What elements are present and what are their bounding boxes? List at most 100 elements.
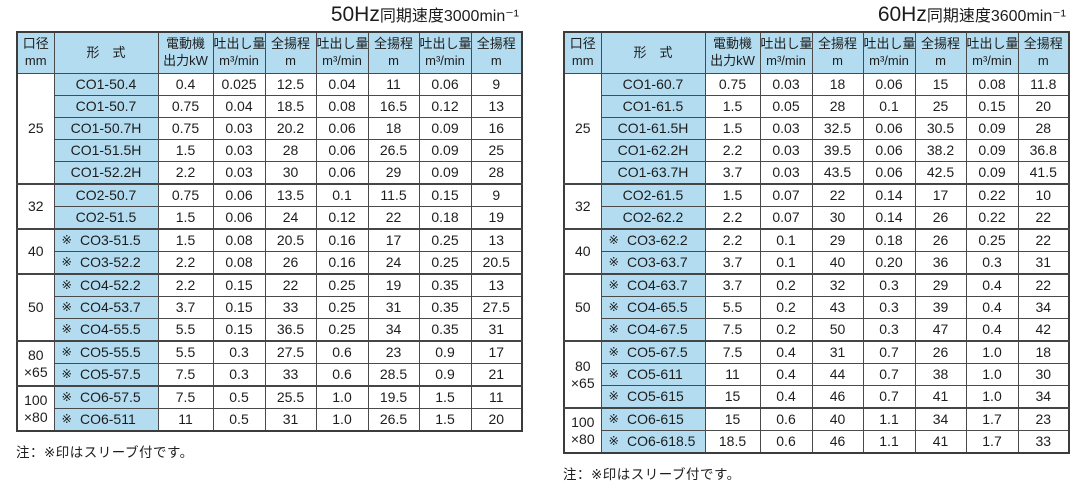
discharge-cell: 1.7 xyxy=(965,407,1019,431)
table-row: ※ CO4-53.7 3.7 0.15 33 0.25 31 0.35 27.5 xyxy=(17,296,523,319)
title-frequency: 50Hz xyxy=(330,3,380,26)
discharge-cell: 0.6 xyxy=(759,407,813,431)
bore-cell: 25 xyxy=(16,73,55,185)
discharge-cell: 1.1 xyxy=(862,430,916,454)
discharge-cell: 0.09 xyxy=(965,139,1019,162)
model-name: CO1-61.5H xyxy=(617,120,689,136)
bore-cell: 100 ×80 xyxy=(16,385,55,432)
motor-output-cell: 1.5 xyxy=(157,228,214,252)
model-cell: ※ CO3-63.7 xyxy=(600,251,706,275)
bore-cell: 50 xyxy=(16,273,55,342)
total-head-cell: 22 xyxy=(1017,228,1070,252)
discharge-cell: 0.20 xyxy=(862,251,916,275)
table-row: CO1-52.2H 2.2 0.03 30 0.06 29 0.09 28 xyxy=(17,161,523,185)
discharge-cell: 0.2 xyxy=(759,296,813,319)
discharge-cell: 0.06 xyxy=(212,206,266,230)
total-head-cell: 41 xyxy=(914,430,967,454)
total-head-cell: 17 xyxy=(367,228,420,252)
col-header-discharge-1: 吐出し量 m³/min xyxy=(759,31,813,74)
motor-output-cell: 1.5 xyxy=(704,183,761,207)
discharge-cell: 0.08 xyxy=(315,95,369,118)
discharge-cell: 0.4 xyxy=(965,318,1019,342)
model-name: CO2-51.5 xyxy=(75,209,137,225)
total-head-cell: 42 xyxy=(1017,318,1070,342)
motor-output-cell: 11 xyxy=(704,363,761,386)
model-cell: CO1-62.2H xyxy=(600,139,706,162)
discharge-cell: 0.2 xyxy=(759,318,813,342)
table-row: ※ CO6-511 11 0.5 31 1.0 26.5 1.5 20 xyxy=(17,408,523,432)
total-head-cell: 9 xyxy=(470,183,523,207)
model-cell: ※ CO3-62.2 xyxy=(600,228,706,252)
table-row: ※ CO3-52.2 2.2 0.08 26 0.16 24 0.25 20.5 xyxy=(17,251,523,275)
total-head-cell: 20.5 xyxy=(470,251,523,275)
total-head-cell: 18.5 xyxy=(264,95,317,118)
discharge-cell: 0.06 xyxy=(315,139,369,162)
discharge-cell: 0.16 xyxy=(315,228,369,252)
model-cell: ※ CO5-67.5 xyxy=(600,340,706,364)
model-cell: ※ CO3-51.5 xyxy=(53,228,159,252)
bore-cell: 32 xyxy=(563,183,602,230)
discharge-cell: 0.25 xyxy=(315,273,369,297)
motor-output-cell: 15 xyxy=(704,385,761,409)
total-head-cell: 30 xyxy=(1017,363,1070,386)
discharge-cell: 0.06 xyxy=(862,161,916,185)
total-head-cell: 34 xyxy=(1017,385,1070,409)
total-head-cell: 29 xyxy=(811,228,864,252)
model-cell: ※ CO3-52.2 xyxy=(53,251,159,275)
total-head-cell: 18 xyxy=(811,73,864,96)
motor-output-cell: 1.5 xyxy=(704,95,761,118)
discharge-cell: 0.12 xyxy=(418,95,472,118)
model-name: CO5-67.5 xyxy=(626,344,688,360)
discharge-cell: 0.5 xyxy=(212,385,266,409)
sleeve-mark: ※ xyxy=(608,322,619,336)
discharge-cell: 0.7 xyxy=(862,363,916,386)
discharge-cell: 0.7 xyxy=(862,340,916,364)
motor-output-cell: 5.5 xyxy=(157,340,214,364)
total-head-cell: 22 xyxy=(367,206,420,230)
pump-table-60hz: 口径 mm 形 式電動機 出力kW 吐出し量 m³/min 全揚程 m 吐出し量 m³/min 全揚… xyxy=(563,31,1070,454)
total-head-cell: 15 xyxy=(914,73,967,96)
motor-output-cell: 5.5 xyxy=(704,296,761,319)
sleeve-mark: ※ xyxy=(608,389,619,403)
discharge-cell: 1.5 xyxy=(418,385,472,409)
model-name: CO3-62.2 xyxy=(626,232,688,248)
motor-output-cell: 7.5 xyxy=(157,363,214,387)
total-head-cell: 32 xyxy=(811,273,864,297)
model-name: CO5-57.5 xyxy=(79,366,141,382)
table-row: 80 ×65 ※ CO5-55.5 5.5 0.3 27.5 0.6 23 0.9 17 xyxy=(16,340,523,387)
total-head-cell: 39 xyxy=(914,296,967,319)
model-cell: CO1-61.5H xyxy=(600,117,706,140)
total-head-cell: 27.5 xyxy=(264,340,317,364)
model-cell: CO1-63.7H xyxy=(600,161,706,185)
model-name: CO1-51.5H xyxy=(70,142,142,158)
table-row: CO1-50.7H 0.75 0.03 20.2 0.06 18 0.09 16 xyxy=(17,117,523,140)
discharge-cell: 0.16 xyxy=(315,251,369,275)
discharge-cell: 1.0 xyxy=(965,363,1019,386)
pump-table-50hz-container: 口径 mm 形 式電動機 出力kW 吐出し量 m³/min 全揚程 m 吐出し量 m³/min 全揚… xyxy=(16,31,523,432)
model-name: CO3-51.5 xyxy=(79,232,141,248)
total-head-cell: 31 xyxy=(470,318,523,342)
discharge-cell: 0.03 xyxy=(759,139,813,162)
discharge-cell: 0.03 xyxy=(759,117,813,140)
discharge-cell: 0.04 xyxy=(315,73,369,96)
total-head-cell: 44 xyxy=(811,363,864,386)
model-cell: ※ CO4-67.5 xyxy=(600,318,706,342)
col-header-discharge-1: 吐出し量 m³/min xyxy=(212,31,266,74)
table-row: ※ CO5-615 15 0.4 46 0.7 41 1.0 34 xyxy=(564,385,1070,409)
model-cell: CO1-51.5H xyxy=(53,139,159,162)
motor-output-cell: 1.5 xyxy=(157,139,214,162)
discharge-cell: 1.0 xyxy=(315,408,369,432)
discharge-cell: 0.1 xyxy=(759,251,813,275)
discharge-cell: 0.35 xyxy=(418,273,472,297)
model-name: CO3-63.7 xyxy=(626,254,688,270)
total-head-cell: 28 xyxy=(264,139,317,162)
discharge-cell: 0.07 xyxy=(759,183,813,207)
discharge-cell: 0.25 xyxy=(965,228,1019,252)
discharge-cell: 0.15 xyxy=(418,183,472,207)
col-header-motor-output: 電動機 出力kW xyxy=(704,31,761,74)
total-head-cell: 25.5 xyxy=(264,385,317,409)
model-cell: ※ CO4-65.5 xyxy=(600,296,706,319)
model-cell: ※ CO5-611 xyxy=(600,363,706,386)
motor-output-cell: 18.5 xyxy=(704,430,761,454)
discharge-cell: 0.4 xyxy=(759,363,813,386)
